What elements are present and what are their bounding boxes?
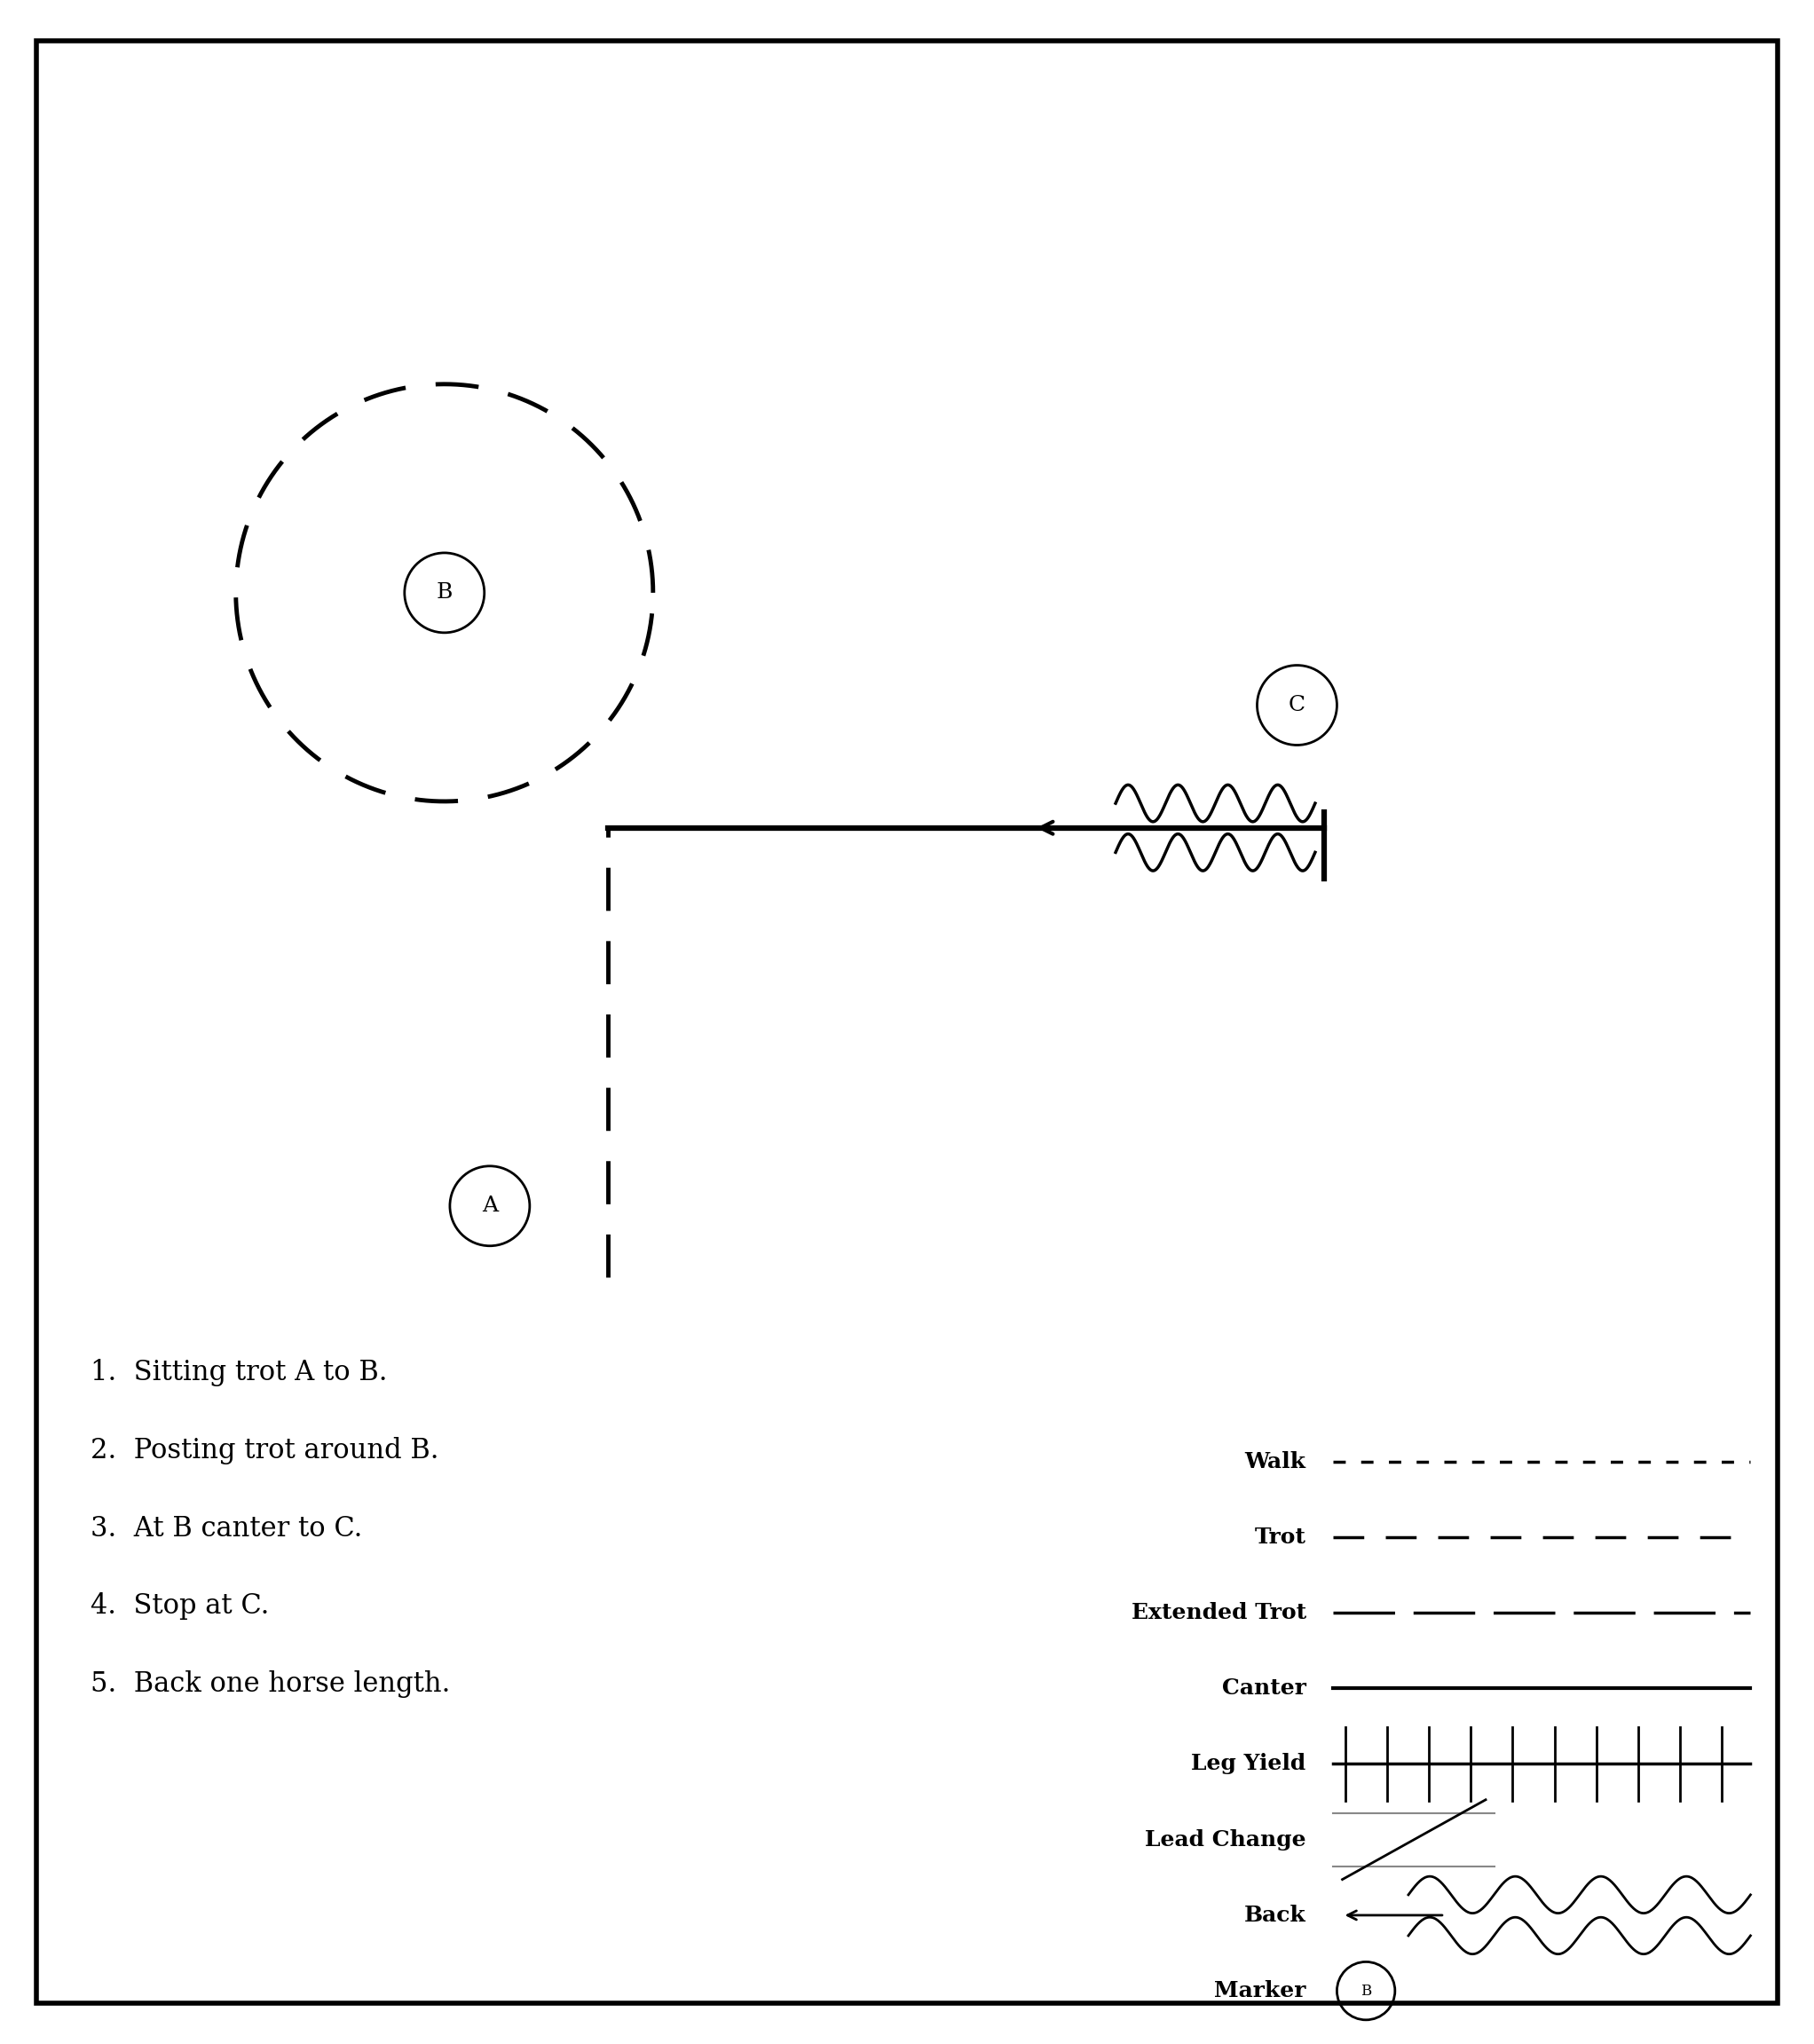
Text: Trot: Trot [1255, 1527, 1306, 1547]
Text: 4.  Stop at C.: 4. Stop at C. [91, 1592, 270, 1619]
Text: Lead Change: Lead Change [1145, 1829, 1306, 1850]
Text: 5.  Back one horse length.: 5. Back one horse length. [91, 1670, 450, 1697]
Text: Back: Back [1244, 1905, 1306, 1925]
Text: Extended Trot: Extended Trot [1132, 1602, 1306, 1623]
Text: B: B [1360, 1983, 1371, 1999]
Text: 1.  Sitting trot A to B.: 1. Sitting trot A to B. [91, 1359, 388, 1386]
Text: 2.  Posting trot around B.: 2. Posting trot around B. [91, 1437, 439, 1464]
Text: C: C [1288, 695, 1306, 715]
Text: Walk: Walk [1244, 1451, 1306, 1472]
Text: A: A [483, 1196, 497, 1216]
Text: Leg Yield: Leg Yield [1192, 1754, 1306, 1774]
Text: Marker: Marker [1214, 1981, 1306, 2001]
Text: 3.  At B canter to C.: 3. At B canter to C. [91, 1515, 363, 1541]
Text: Canter: Canter [1223, 1678, 1306, 1699]
Text: B: B [437, 583, 452, 603]
